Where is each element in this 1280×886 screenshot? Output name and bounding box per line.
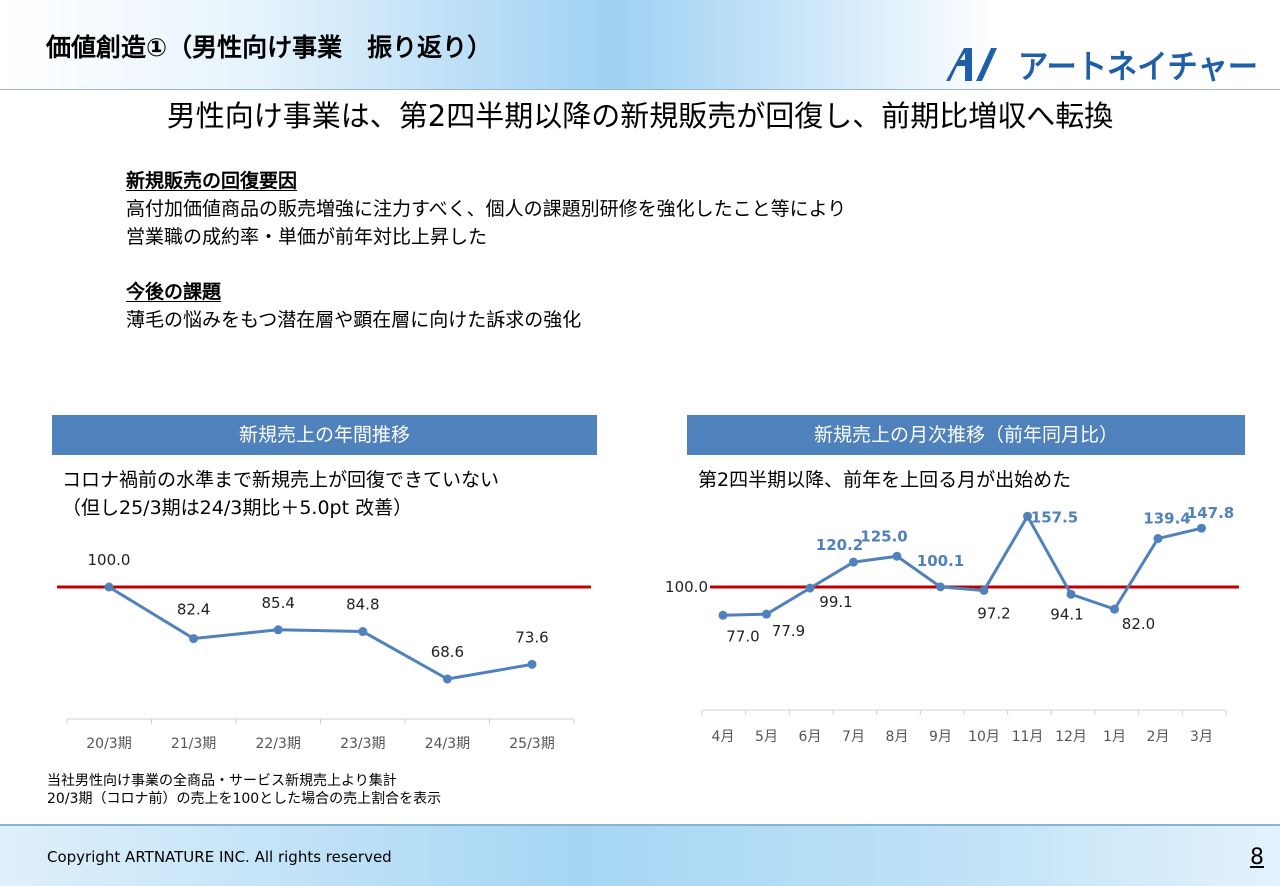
- data-label: 139.4: [1143, 510, 1190, 528]
- data-label: 84.8: [346, 596, 379, 614]
- annual-chart-caption: コロナ禍前の水準まで新規売上が回復できていない （但し25/3期は24/3期比＋…: [62, 466, 499, 522]
- monthly-chart-caption: 第2四半期以降、前年を上回る月が出始めた: [698, 466, 1071, 494]
- recovery-line: 高付加価値商品の販売増強に注力すべく、個人の課題別研修を強化したこと等により: [126, 198, 847, 220]
- series-line: [722, 514, 1202, 617]
- data-point: [718, 610, 728, 620]
- x-tick-label: 1月: [1103, 729, 1126, 745]
- data-point: [979, 585, 989, 595]
- x-tick-label: 7月: [842, 729, 865, 745]
- data-label: 125.0: [860, 527, 907, 545]
- annual-chart-title: 新規売上の年間推移: [52, 415, 597, 455]
- monthly-caption-line: 第2四半期以降、前年を上回る月が出始めた: [698, 469, 1072, 491]
- data-point: [849, 557, 858, 567]
- footnote-line: 当社男性向け事業の全商品・サービス新規売上より集計: [47, 773, 397, 789]
- annual-caption-line: （但し25/3期は24/3期比＋5.0pt 改善）: [62, 497, 413, 519]
- data-label: 100.1: [917, 552, 964, 570]
- x-tick-label: 5月: [755, 729, 778, 745]
- issues-section: 今後の課題 薄毛の悩みをもつ潜在層や顕在層に向けた訴求の強化: [126, 278, 581, 334]
- data-point: [1197, 523, 1206, 533]
- data-point: [189, 634, 199, 644]
- x-tick-label: 2月: [1147, 729, 1170, 745]
- data-point: [1023, 511, 1032, 521]
- x-tick-label: 4月: [712, 729, 735, 745]
- footer-band: [0, 824, 1280, 886]
- company-logo: アートネイチャー: [946, 47, 1258, 83]
- data-label: 100.0: [88, 551, 131, 569]
- data-label: 99.1: [819, 593, 852, 611]
- data-label: 94.1: [1050, 605, 1083, 623]
- x-tick-label: 12月: [1055, 729, 1087, 745]
- monthly-chart-title: 新規売上の月次推移（前年同月比）: [687, 415, 1245, 455]
- data-point: [1066, 589, 1076, 599]
- data-point: [273, 625, 283, 635]
- series-line: [108, 585, 533, 681]
- data-point: [104, 582, 114, 592]
- recovery-heading: 新規販売の回復要因: [126, 170, 298, 192]
- x-tick-label: 25/3期: [509, 736, 554, 752]
- data-label: 157.5: [1031, 508, 1078, 526]
- data-label: 77.9: [772, 622, 805, 640]
- x-tick-label: 22/3期: [255, 736, 300, 752]
- x-tick-label: 8月: [886, 729, 909, 745]
- issues-line: 薄毛の悩みをもつ潜在層や顕在層に向けた訴求の強化: [126, 309, 582, 331]
- data-point: [1153, 534, 1163, 544]
- data-label: 77.0: [726, 627, 759, 645]
- recovery-line: 営業職の成約率・単価が前年対比上昇した: [126, 226, 488, 248]
- x-tick-label: 21/3期: [171, 736, 216, 752]
- data-label: 147.8: [1187, 504, 1234, 522]
- data-label: 82.0: [1122, 615, 1155, 633]
- annual-caption-line: コロナ禍前の水準まで新規売上が回復できていない: [62, 469, 500, 491]
- x-tick-label: 20/3期: [86, 736, 131, 752]
- data-point: [1110, 604, 1119, 614]
- copyright: Copyright ARTNATURE INC. All rights rese…: [47, 848, 392, 866]
- data-label: 120.2: [816, 536, 863, 554]
- x-tick-label: 3月: [1190, 729, 1213, 745]
- data-label: 68.6: [431, 643, 464, 661]
- issues-heading: 今後の課題: [126, 281, 222, 303]
- data-point: [527, 659, 537, 669]
- header-band: [0, 0, 1280, 90]
- slide-title: 価値創造①（男性向け事業 振り返り）: [46, 33, 493, 62]
- recovery-section: 新規販売の回復要因 高付加価値商品の販売増強に注力すべく、個人の課題別研修を強化…: [126, 167, 846, 251]
- reference-label: 100.0: [665, 578, 708, 596]
- data-label: 82.4: [177, 601, 210, 619]
- x-tick-label: 9月: [929, 729, 952, 745]
- x-tick-label: 23/3期: [340, 736, 385, 752]
- footnote-line: 20/3期（コロナ前）の売上を100とした場合の売上割合を表示: [47, 791, 442, 807]
- page-number: 8: [1250, 845, 1264, 870]
- data-point: [892, 551, 902, 561]
- data-label: 73.6: [515, 628, 548, 646]
- x-tick-label: 24/3期: [425, 736, 470, 752]
- x-tick-label: 6月: [799, 729, 822, 745]
- logo-mark-icon: [946, 48, 997, 81]
- headline: 男性向け事業は、第2四半期以降の新規販売が回復し、前期比増収へ転換: [166, 99, 1114, 133]
- data-label: 97.2: [977, 604, 1010, 622]
- x-tick-label: 11月: [1012, 729, 1044, 745]
- data-point: [442, 674, 452, 684]
- logo-wordmark: アートネイチャー: [1018, 47, 1258, 83]
- footnotes: 当社男性向け事業の全商品・サービス新規売上より集計 20/3期（コロナ前）の売上…: [47, 772, 441, 808]
- x-tick-label: 10月: [968, 729, 1000, 745]
- data-point: [762, 609, 771, 619]
- data-point: [805, 583, 815, 593]
- data-point: [936, 582, 945, 592]
- data-point: [358, 627, 368, 637]
- data-label: 85.4: [261, 594, 294, 612]
